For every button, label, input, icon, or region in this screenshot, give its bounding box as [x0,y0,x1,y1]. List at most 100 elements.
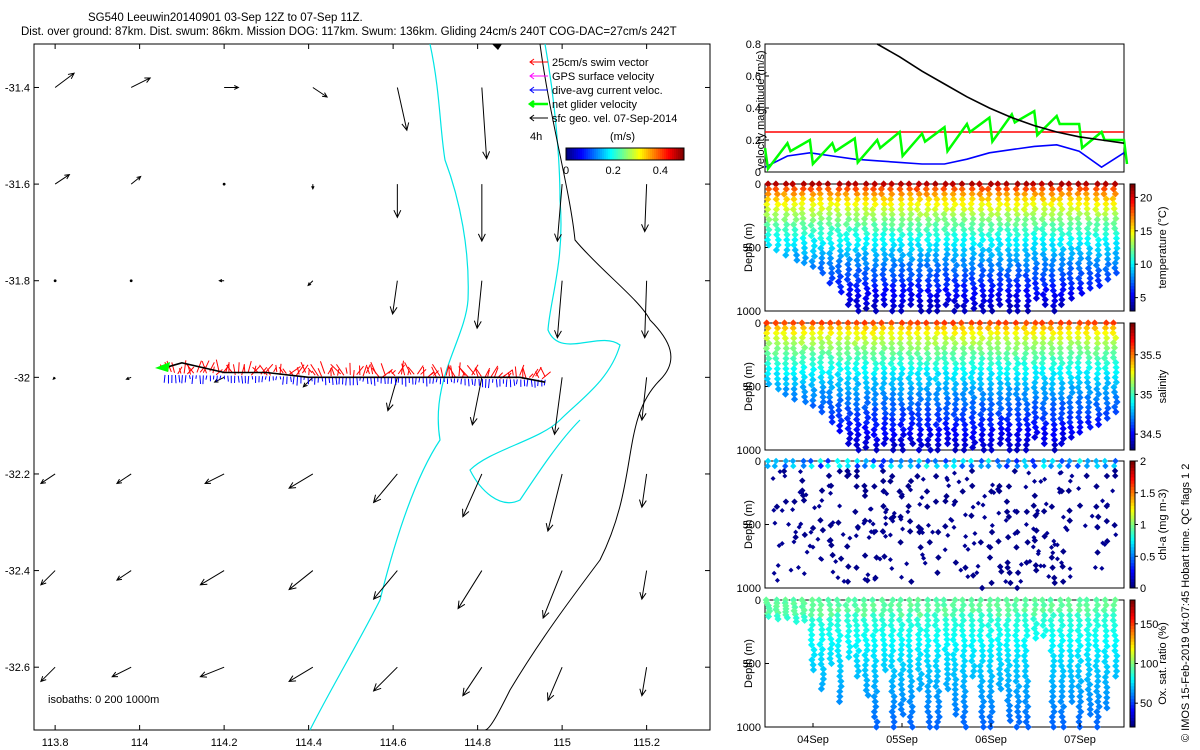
profile-colorbar-cell [1130,467,1135,472]
profile-point [951,251,960,259]
profile-point [951,246,959,254]
profile-point [889,271,897,280]
profile-colorbar-cell [1130,421,1135,426]
profile-point [934,282,942,290]
dive-current-vector [467,378,470,387]
profile-point [1094,246,1102,254]
profile-point [916,365,924,373]
profile-point [968,413,976,422]
profile-point [843,344,852,352]
swim-vector [535,367,542,377]
profile-point [1004,436,1012,444]
profile-point [968,631,976,640]
profile-point [987,221,995,229]
profile-colorbar-cell [1130,218,1135,223]
profile-point [1100,190,1108,198]
profile-point [925,667,933,675]
profile-point [1013,446,1021,454]
profile-point [949,190,957,198]
profile-ytick-label: 0 [755,456,761,468]
profile-point [995,296,1003,304]
colorbar-frame [565,147,685,161]
profile-colorbar-cell [1130,631,1135,636]
profile-point [978,195,986,203]
profile-point [977,596,985,604]
profile-point [854,380,862,388]
profile-point [1076,185,1084,193]
profile-point [1074,259,1083,268]
profile-point [845,265,853,274]
profile-point [1083,472,1090,480]
profile-point [1059,563,1066,570]
profile-point [943,250,951,258]
profile-point [1058,250,1066,258]
profile-point [862,686,870,694]
profile-point [872,441,880,449]
profile-colorbar-cell [1130,440,1135,445]
profile-point [851,601,859,609]
profile-point [1067,289,1075,297]
profile-colorbar-cell [1130,304,1135,309]
profile-point [843,359,852,367]
profile-point [1013,339,1021,347]
profile-point [1076,486,1082,492]
profile-point [1031,220,1039,228]
profile-point [1002,334,1010,342]
colorbar-cell [634,148,637,160]
profile-point [1004,534,1012,541]
profile-point [809,350,817,358]
profile-point [987,616,995,624]
profile-point [844,270,852,279]
colorbar-cell [610,148,613,160]
profile-point [970,394,978,402]
profile-point [798,348,806,357]
profile-point [845,627,853,635]
profile-point [924,662,932,670]
profile-colorbar-cell [1130,521,1135,525]
profile-point [932,596,940,604]
profile-point [851,596,859,604]
profile-point [897,626,905,634]
profile-point [1085,641,1093,649]
profile-point [995,235,1003,243]
profile-point [1102,699,1110,707]
profile-point [985,256,993,264]
profile-point [1058,379,1066,387]
profile-point [896,246,904,254]
dive-current-vector [275,376,278,381]
profile-point [962,723,970,731]
profile-point [1039,334,1047,342]
profile-point [1005,446,1014,454]
profile-point [773,190,781,198]
profile-point [958,195,966,203]
profile-point [789,324,797,332]
profile-point [913,601,922,609]
profile-point [880,369,888,377]
profile-point [942,205,950,213]
profile-point [1047,606,1055,614]
profile-point [880,477,887,485]
profile-point [880,240,888,248]
profile-colorbar-cell [1130,434,1135,438]
profile-point [1040,435,1048,443]
profile-point [844,462,852,470]
profile-colorbar-cell [1130,638,1135,642]
profile-point [1112,358,1120,367]
profile-point [1092,606,1100,614]
profile-point [774,236,782,244]
profile-point [854,421,863,429]
profile-point [889,566,895,572]
profile-point [862,304,870,313]
profile-point [959,631,967,640]
profile-point [816,195,824,203]
profile-point [1013,324,1021,332]
profile-point [1078,289,1086,297]
profile-point [1024,426,1032,434]
profile-point [1022,462,1030,470]
profile-point [887,462,895,470]
profile-point [834,221,842,229]
profile-point [824,457,832,465]
velocity-series-line [763,109,1129,172]
profile-point [1049,692,1057,701]
profile-point [1084,457,1092,465]
